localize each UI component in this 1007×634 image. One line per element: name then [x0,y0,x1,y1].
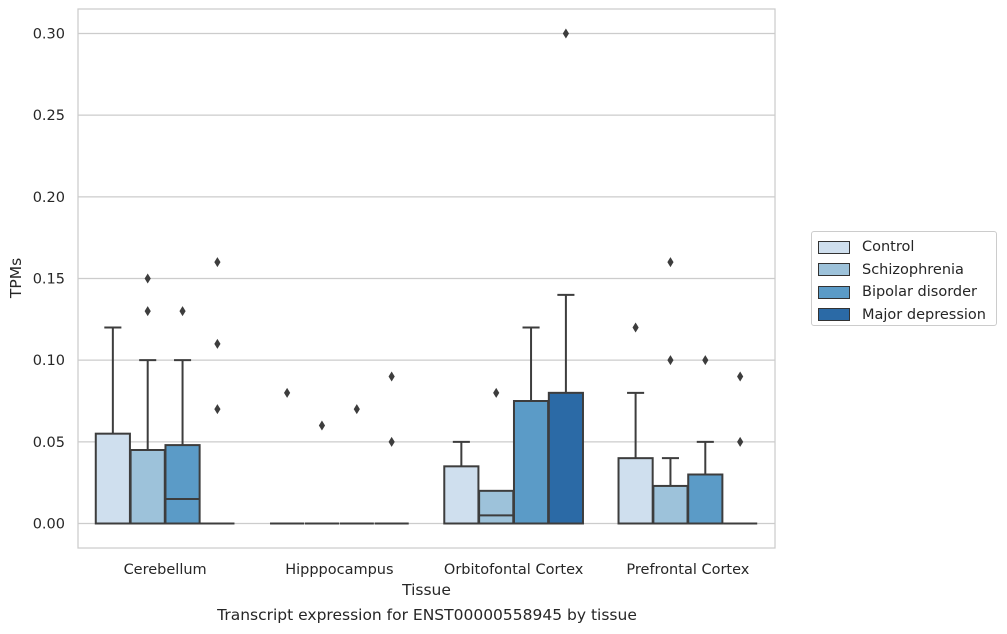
x-axis-label: Tissue [401,581,451,599]
outlier-marker [144,273,151,284]
box-series [94,28,758,525]
outlier-marker [737,371,744,382]
y-tick-label: 0.20 [33,190,65,206]
figure-caption: Transcript expression for ENST0000055894… [217,606,637,624]
outlier-marker [702,355,709,366]
legend-swatch [818,263,850,277]
legend-item: Schizophrenia [818,259,996,282]
legend-item: Major depression [818,304,996,327]
legend-label: Major depression [862,306,986,323]
outlier-marker [353,404,360,415]
outlier-marker [632,322,639,333]
outlier-marker [388,436,395,447]
legend-item: Bipolar disorder [818,281,996,304]
box-body [512,400,550,525]
box-control [270,387,305,525]
outlier-marker [667,355,674,366]
grid-lines [78,32,775,525]
y-tick-label: 0.05 [33,435,65,451]
outlier-marker [493,387,500,398]
x-tick-label: Orbitofontal Cortex [444,562,584,578]
box-bipolar-disorder [687,355,724,525]
x-axis-ticks: Cerebellum Hipppocampus Orbitofontal Corte… [124,562,750,578]
outlier-marker [214,338,221,349]
box-body [164,444,201,525]
box-schizophrenia [304,420,340,525]
legend-swatch [818,240,850,254]
box-major-depression [723,371,758,525]
outlier-marker [388,371,395,382]
outlier-marker [214,404,221,415]
box-bipolar-disorder [512,326,550,525]
box-body [443,465,480,525]
y-tick-label: 0.25 [33,108,65,124]
box-control [94,326,131,525]
y-tick-label: 0.00 [33,517,65,533]
outlier-marker [562,28,569,39]
box-major-depression [547,28,584,525]
plot-frame [77,8,776,549]
legend-item: Control [818,236,996,259]
legend-swatch [818,285,850,299]
y-tick-label: 0.30 [33,27,65,43]
box-bipolar-disorder [164,306,201,525]
legend: Control Schizophrenia Bipolar disorder Majo… [811,231,997,326]
box-major-depression [374,371,409,525]
box-schizophrenia [129,273,166,525]
outlier-marker [144,306,151,317]
legend-label: Bipolar disorder [862,284,977,301]
box-body [652,484,689,525]
box-schizophrenia [478,387,515,525]
y-axis-label: TPMs [7,258,25,299]
outlier-marker [214,257,221,268]
outlier-marker [318,420,326,431]
box-body [547,391,584,525]
outlier-marker [667,257,674,268]
box-control [617,322,654,525]
x-tick-label: Prefrontal Cortex [626,562,749,578]
y-axis-ticks: 0.00 0.05 0.10 0.15 0.20 0.25 0.30 [33,27,65,533]
x-tick-label: Cerebellum [124,562,207,578]
box-bipolar-disorder [339,404,374,525]
box-major-depression [200,257,235,525]
legend-label: Schizophrenia [862,261,964,278]
x-tick-label: Hipppocampus [285,562,393,578]
box-body [617,457,654,525]
outlier-marker [179,306,186,317]
y-tick-label: 0.10 [33,353,65,369]
legend-swatch [818,308,850,322]
y-tick-label: 0.15 [33,272,65,288]
box-body [687,473,724,525]
box-schizophrenia [652,257,689,525]
box-control [443,440,480,525]
outlier-marker [737,436,744,447]
box-body [478,489,515,525]
box-body [129,449,166,525]
box-body [94,432,131,525]
legend-label: Control [862,239,915,256]
outlier-marker [284,387,291,398]
